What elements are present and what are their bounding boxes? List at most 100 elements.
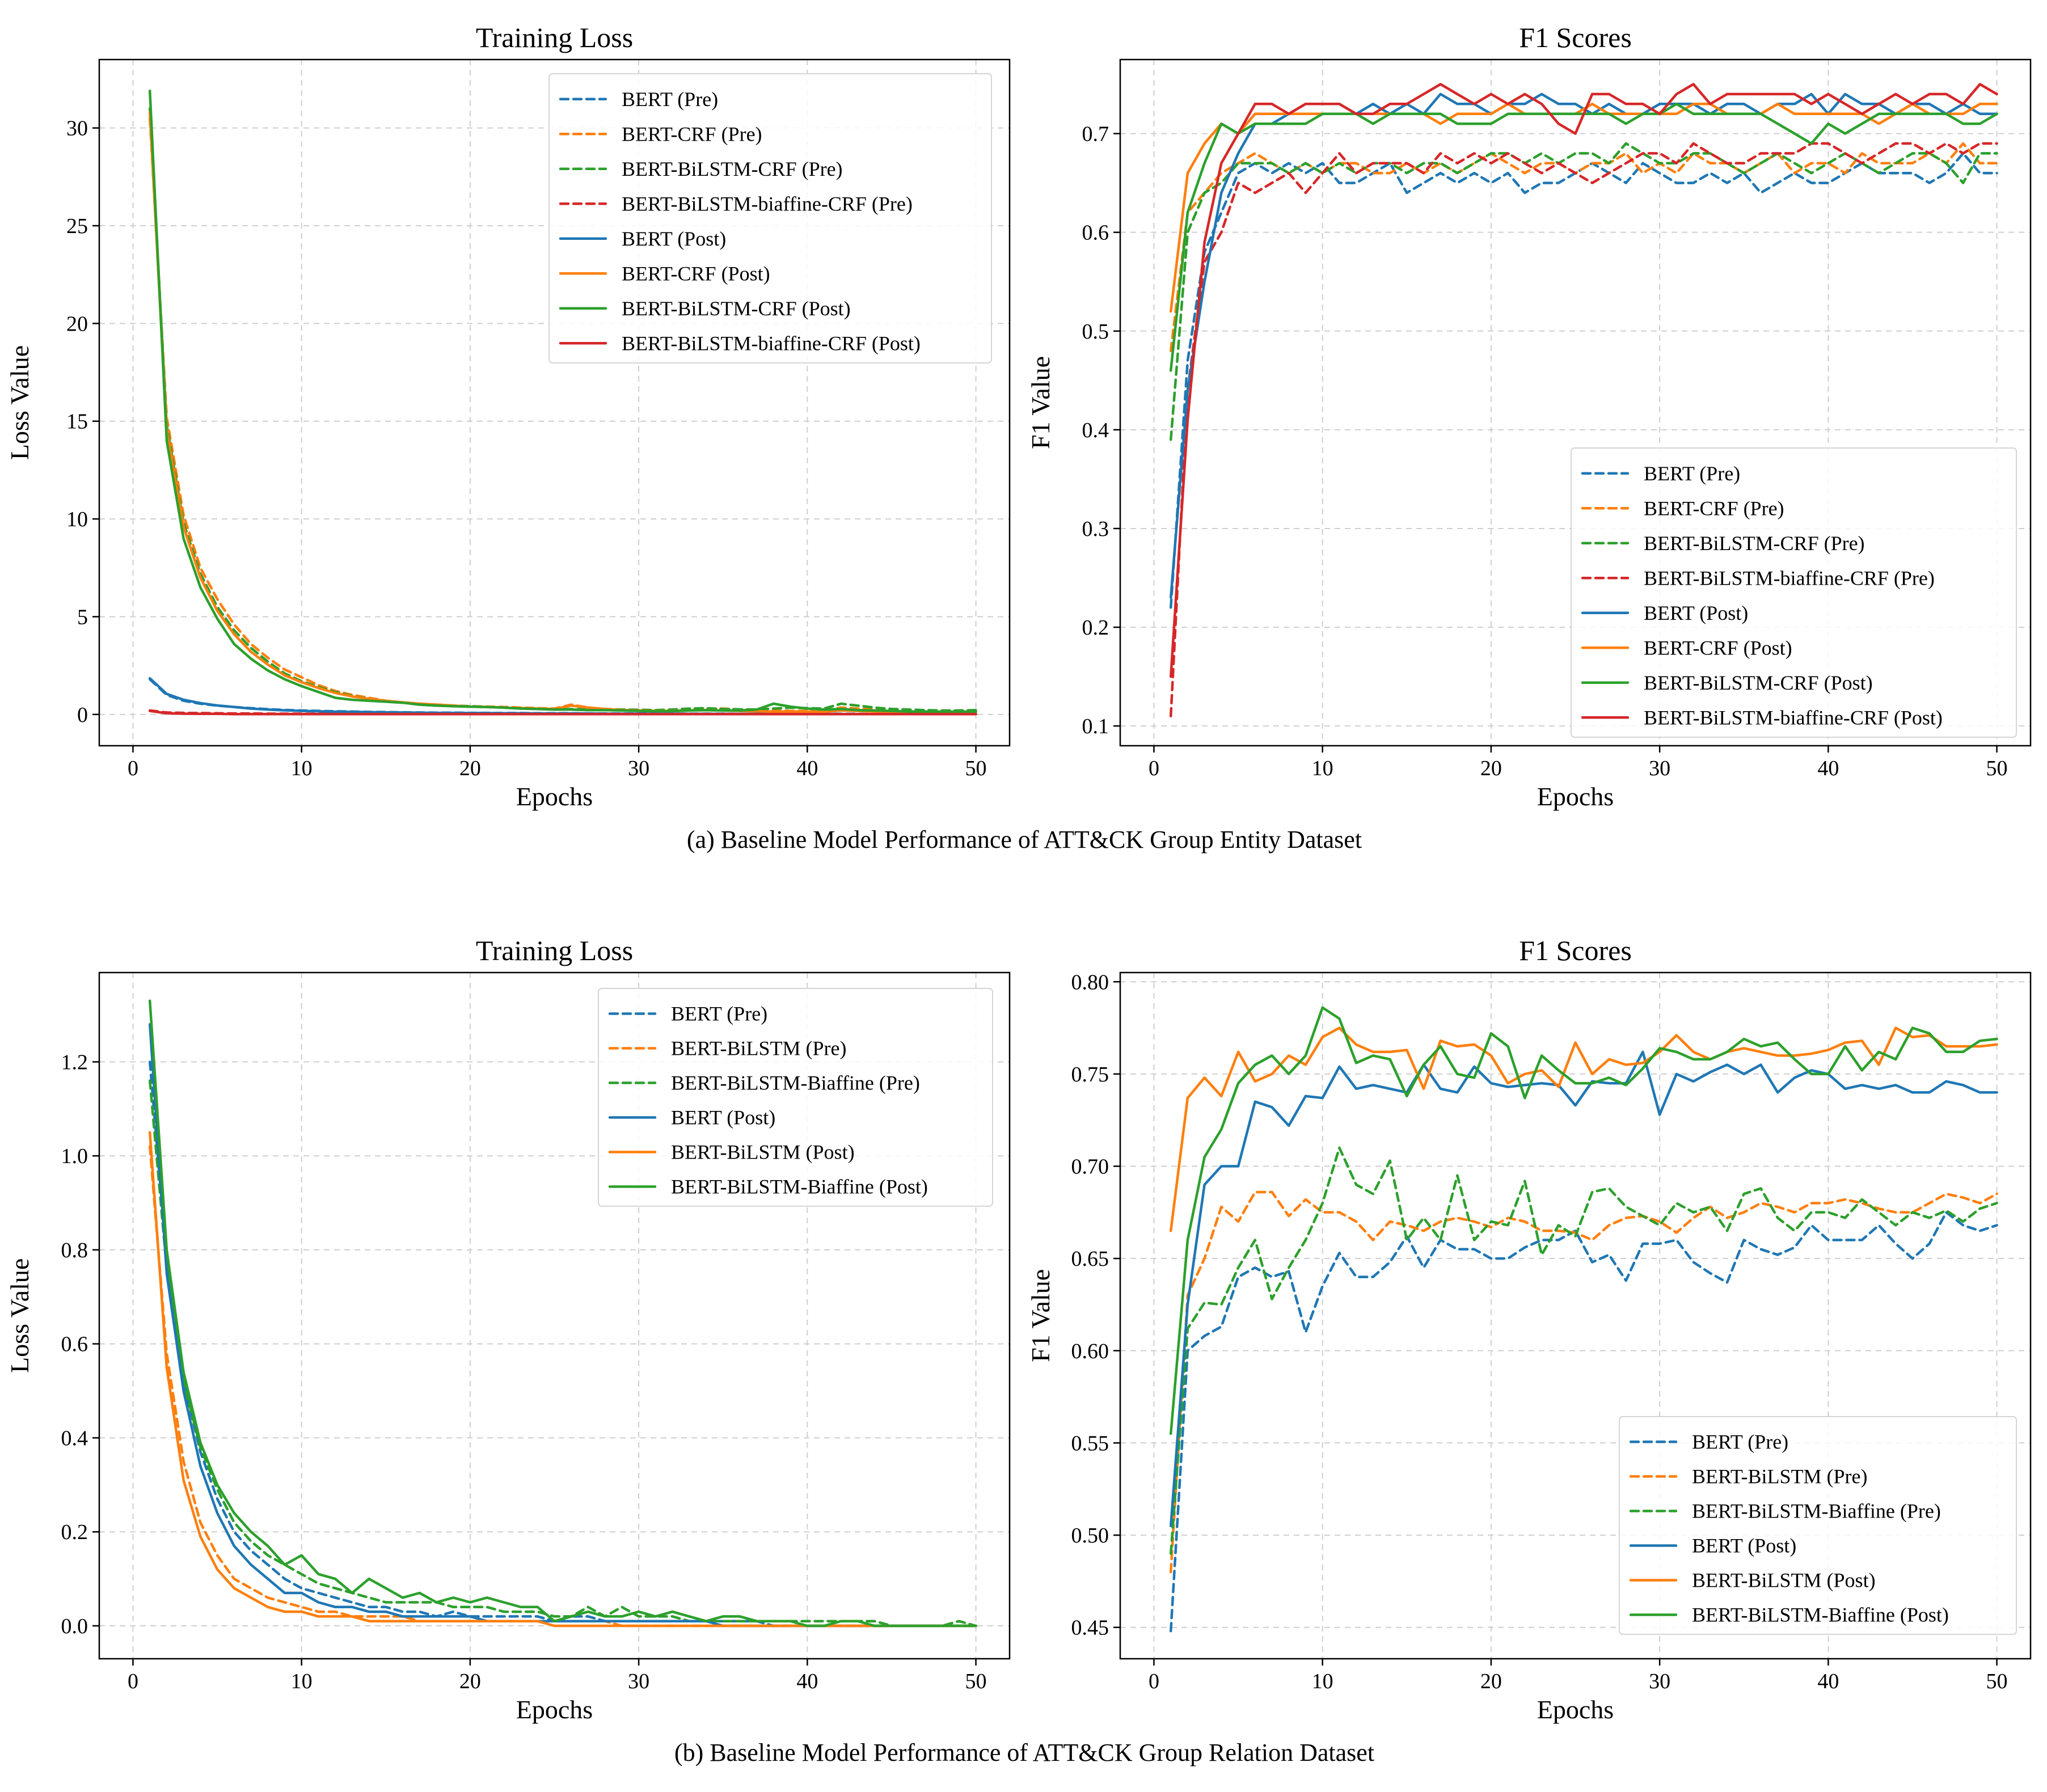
x-tick-label: 30 xyxy=(1649,756,1670,780)
series-line-bert-bilstm-crf-pre xyxy=(1169,142,1998,441)
legend: BERT (Pre) BERT-CRF (Pre) BERT-BiLSTM-CRF … xyxy=(1571,447,2017,738)
legend-label: BERT-CRF (Post) xyxy=(622,262,770,285)
x-tick-label: 0 xyxy=(1149,756,1159,780)
caption-b: (b) Baseline Model Performance of ATT&CK… xyxy=(674,1739,1374,1766)
series-line-bert-bilstm-biaffine-post xyxy=(148,999,977,1628)
y-tick-label: 10 xyxy=(66,508,88,531)
y-tick-label: 5 xyxy=(77,605,88,629)
x-tick-label: 30 xyxy=(1649,1670,1670,1693)
y-tick-label: 0.4 xyxy=(61,1426,88,1450)
y-tick-label: 0.0 xyxy=(61,1615,88,1638)
series-line-bert-bilstm-post xyxy=(148,1131,977,1628)
plot-frame xyxy=(98,971,1011,1660)
panel-relation-training-loss: 0 10 20 30 40 50 0.0 0.2 0.4 0.6 0.8 1.0 1.2 Training… xyxy=(5,935,1011,1724)
series-line-bert-bilstm-biaffine-crf-pre xyxy=(1169,142,1998,718)
legend-box xyxy=(598,988,993,1207)
x-tick-label: 10 xyxy=(1312,1670,1333,1693)
x-tick-label: 10 xyxy=(291,1670,313,1693)
y-tick-label: 0.7 xyxy=(1082,122,1109,146)
series-line-bert-bilstm-crf-pre xyxy=(148,107,977,712)
legend-label: BERT-BiLSTM-biaffine-CRF (Pre) xyxy=(622,192,913,215)
x-tick-label: 0 xyxy=(128,1670,138,1693)
series-line-bert-crf-post xyxy=(148,111,977,713)
legend-label: BERT-BiLSTM-biaffine-CRF (Pre) xyxy=(1644,567,1935,589)
y-tick-label: 1.2 xyxy=(61,1050,88,1074)
legend-label: BERT (Post) xyxy=(1692,1535,1796,1557)
y-tick-label: 0.4 xyxy=(1082,419,1109,442)
plot-frame xyxy=(1119,58,2032,747)
legend-label: BERT (Pre) xyxy=(1644,462,1740,485)
x-tick-label: 40 xyxy=(1817,1670,1839,1693)
legend-label: BERT (Pre) xyxy=(622,88,718,111)
y-tick-label: 0.2 xyxy=(61,1520,88,1544)
y-tick-label: 25 xyxy=(66,214,88,238)
y-tick-label: 0.65 xyxy=(1071,1247,1109,1271)
x-tick-label: 50 xyxy=(965,1670,987,1693)
legend-label: BERT-CRF (Pre) xyxy=(622,122,762,145)
y-tick-label: 15 xyxy=(66,410,88,434)
legend-label: BERT-CRF (Pre) xyxy=(1644,497,1784,519)
y-tick-label: 0 xyxy=(77,703,88,727)
plot-frame xyxy=(98,58,1011,747)
y-tick-label: 0.3 xyxy=(1082,517,1109,541)
y-axis-label: F1 Value xyxy=(1026,356,1055,449)
series-line-bert-bilstm-biaffine-crf-post xyxy=(1169,83,1998,678)
legend: BERT (Pre) BERT-BiLSTM (Pre) BERT-BiLSTM-B… xyxy=(1619,1416,2017,1635)
x-tick-label: 50 xyxy=(1986,756,2008,780)
legend-box xyxy=(1571,447,2017,738)
x-tick-label: 0 xyxy=(128,756,138,780)
chart-title: F1 Scores xyxy=(1519,935,1632,966)
x-tick-label: 20 xyxy=(1480,756,1502,780)
legend-label: BERT-BiLSTM-biaffine-CRF (Post) xyxy=(1644,706,1943,729)
y-tick-label: 0.1 xyxy=(1082,715,1109,738)
caption-a: (a) Baseline Model Performance of ATT&CK… xyxy=(687,826,1362,853)
legend-label: BERT-BiLSTM (Pre) xyxy=(1692,1465,1868,1488)
x-tick-label: 40 xyxy=(796,756,818,780)
x-tick-label: 40 xyxy=(796,1670,818,1693)
x-tick-label: 10 xyxy=(291,756,313,780)
panel-entity-f1-scores: 0 10 20 30 40 50 0.1 0.2 0.3 0.4 0.5 0.6 0.7 F1 Score… xyxy=(1026,22,2032,811)
chart-title: F1 Scores xyxy=(1519,22,1632,53)
y-tick-label: 20 xyxy=(66,312,88,336)
legend-label: BERT-CRF (Post) xyxy=(1644,636,1792,659)
y-axis-label: F1 Value xyxy=(1026,1269,1055,1362)
legend-box xyxy=(1619,1416,2017,1635)
series-line-bert-crf-pre xyxy=(1169,142,1998,352)
y-tick-label: 0.6 xyxy=(1082,221,1109,245)
series-line-bert-bilstm-biaffine-pre xyxy=(148,1079,977,1628)
x-tick-label: 20 xyxy=(1480,1670,1502,1693)
legend: BERT (Pre) BERT-BiLSTM (Pre) BERT-BiLSTM-B… xyxy=(598,988,993,1207)
legend-label: BERT (Pre) xyxy=(671,1003,767,1025)
y-tick-label: 0.60 xyxy=(1071,1339,1109,1363)
legend-label: BERT-BiLSTM-Biaffine (Pre) xyxy=(1692,1500,1941,1523)
legend-label: BERT-BiLSTM-CRF (Pre) xyxy=(1644,532,1865,555)
legend-label: BERT-BiLSTM (Post) xyxy=(671,1141,855,1164)
legend-label: BERT-BiLSTM (Pre) xyxy=(671,1037,847,1060)
legend-label: BERT-BiLSTM-CRF (Pre) xyxy=(622,158,843,180)
x-axis-label: Epochs xyxy=(516,782,593,811)
legend-label: BERT (Post) xyxy=(1644,602,1748,624)
chart-title: Training Loss xyxy=(476,22,633,53)
x-tick-label: 30 xyxy=(628,1670,649,1693)
x-axis-label: Epochs xyxy=(516,1695,593,1724)
series-line-bert-pre xyxy=(1169,1211,1998,1633)
chart-title: Training Loss xyxy=(476,935,633,966)
y-tick-label: 1.0 xyxy=(61,1144,88,1168)
series-line-bert-bilstm-pre xyxy=(1169,1190,1998,1574)
y-tick-label: 0.8 xyxy=(61,1239,88,1262)
x-axis-label: Epochs xyxy=(1537,782,1614,811)
series-line-bert-bilstm-crf-post xyxy=(148,89,977,713)
y-tick-label: 30 xyxy=(66,117,88,141)
x-tick-label: 20 xyxy=(459,1670,481,1693)
y-tick-label: 0.45 xyxy=(1071,1616,1109,1640)
x-tick-label: 10 xyxy=(1312,756,1333,780)
y-tick-label: 0.6 xyxy=(61,1333,88,1356)
y-tick-label: 0.5 xyxy=(1082,320,1109,344)
legend-label: BERT-BiLSTM-Biaffine (Post) xyxy=(1692,1604,1949,1626)
legend-label: BERT (Pre) xyxy=(1692,1431,1788,1453)
legend-label: BERT-BiLSTM-Biaffine (Pre) xyxy=(671,1072,920,1094)
x-tick-label: 50 xyxy=(965,756,987,780)
panel-relation-f1-scores: 0 10 20 30 40 50 0.45 0.50 0.55 0.60 0.65 0.70 0.75 0… xyxy=(1026,935,2032,1724)
y-tick-label: 0.75 xyxy=(1071,1063,1109,1087)
